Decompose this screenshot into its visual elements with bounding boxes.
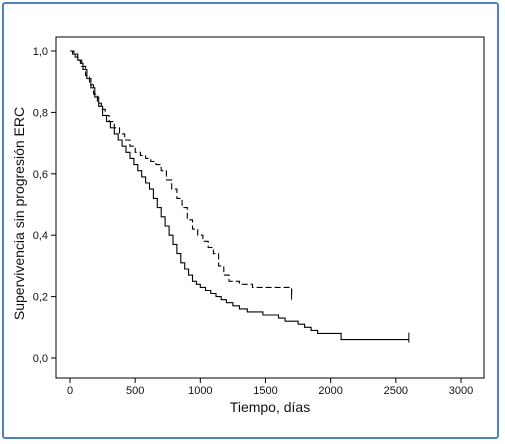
x-tick-label: 0 bbox=[67, 385, 73, 397]
y-tick-label: 0,0 bbox=[33, 353, 48, 365]
y-tick-label: 1,0 bbox=[33, 46, 48, 58]
x-tick-label: 500 bbox=[126, 385, 144, 397]
y-axis-title: Supervivencia sin progresión ERC bbox=[11, 107, 27, 320]
y-tick-label: 0,4 bbox=[33, 230, 48, 242]
y-tick-label: 0,8 bbox=[33, 107, 48, 119]
x-tick-label: 1000 bbox=[188, 385, 212, 397]
dashed-survival-line bbox=[70, 50, 293, 297]
x-tick-label: 1500 bbox=[253, 385, 277, 397]
y-tick-label: 0,6 bbox=[33, 169, 48, 181]
x-tick-label: 3000 bbox=[449, 385, 473, 397]
figure-frame bbox=[2, 2, 499, 439]
x-tick-label: 2000 bbox=[318, 385, 342, 397]
plot-area-border bbox=[55, 36, 485, 379]
solid-survival-line bbox=[70, 50, 409, 341]
axis-ticks: 0 500 1000 1500 2000 2500 3000 0,0 0,2 0,4 0,6 0,8 1… bbox=[33, 46, 474, 397]
x-tick-label: 2500 bbox=[384, 385, 408, 397]
y-tick-label: 0,2 bbox=[33, 292, 48, 304]
plot-axes bbox=[55, 36, 485, 379]
series-layer bbox=[70, 50, 410, 343]
x-axis-title: Tiempo, días bbox=[230, 399, 310, 415]
